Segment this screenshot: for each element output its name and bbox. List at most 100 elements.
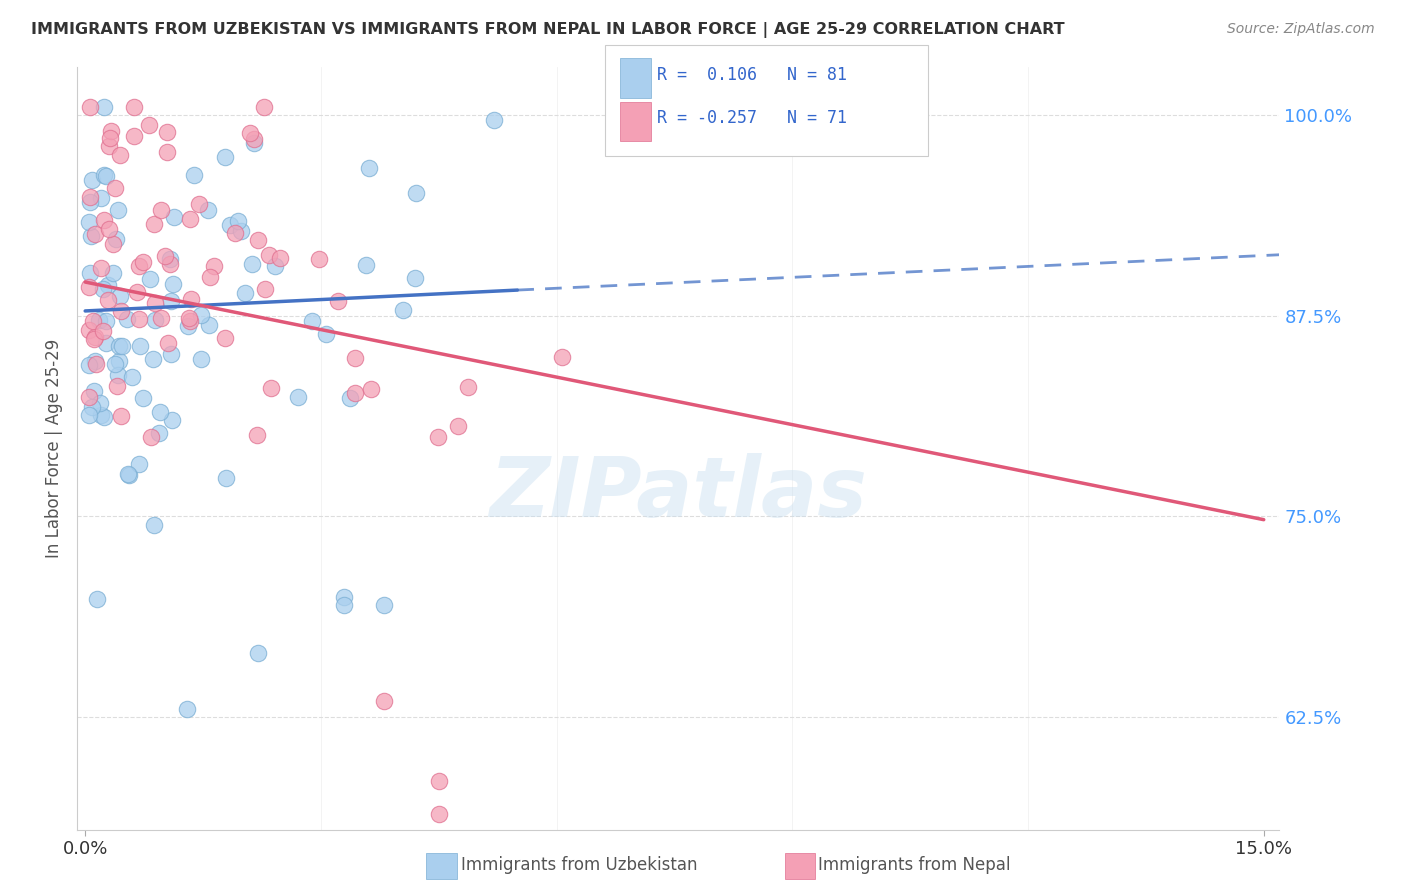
Point xyxy=(405,186,427,201)
Point xyxy=(176,702,198,716)
Point xyxy=(105,232,128,246)
Point xyxy=(80,229,103,244)
Y-axis label: In Labor Force | Age 25-29: In Labor Force | Age 25-29 xyxy=(45,339,63,558)
Point xyxy=(83,333,105,347)
Point xyxy=(86,592,108,607)
Point xyxy=(91,324,114,338)
Point xyxy=(427,774,450,789)
Point xyxy=(110,289,132,303)
Point xyxy=(93,212,115,227)
Point xyxy=(159,257,181,271)
Point xyxy=(128,457,150,471)
Point xyxy=(94,313,117,327)
Point xyxy=(357,161,380,175)
Point xyxy=(125,285,148,300)
Point xyxy=(308,252,330,266)
Point xyxy=(162,277,184,292)
Point xyxy=(111,338,134,352)
Point xyxy=(354,258,377,272)
Point xyxy=(315,327,337,342)
Point xyxy=(80,173,103,187)
Point xyxy=(97,278,120,293)
Point xyxy=(202,260,225,274)
Point xyxy=(149,404,172,418)
Point xyxy=(143,518,166,533)
Point xyxy=(104,181,127,195)
Point xyxy=(482,113,505,128)
Point xyxy=(115,311,138,326)
Point xyxy=(108,353,131,368)
Point xyxy=(108,339,131,353)
Point xyxy=(83,384,105,399)
Point xyxy=(84,330,107,344)
Point xyxy=(392,303,415,318)
Point xyxy=(77,358,100,372)
Point xyxy=(141,430,163,444)
Point xyxy=(79,100,101,114)
Point xyxy=(82,400,104,414)
Point xyxy=(179,211,201,226)
Point xyxy=(143,295,166,310)
Point xyxy=(128,339,150,353)
Point xyxy=(197,202,219,217)
Point xyxy=(269,252,291,266)
Point xyxy=(121,370,143,384)
Point xyxy=(94,169,117,183)
Point xyxy=(153,249,176,263)
Point xyxy=(233,285,256,300)
Point xyxy=(122,128,145,143)
Point xyxy=(344,385,367,400)
Point xyxy=(97,222,120,236)
Point xyxy=(104,357,127,371)
Point xyxy=(107,368,129,382)
Point xyxy=(138,271,160,285)
Point xyxy=(360,382,382,396)
Point xyxy=(427,806,450,821)
Point xyxy=(257,248,280,262)
Text: Immigrants from Uzbekistan: Immigrants from Uzbekistan xyxy=(461,856,697,874)
Point xyxy=(326,293,349,308)
Point xyxy=(176,319,198,334)
Point xyxy=(77,391,100,405)
Point xyxy=(128,259,150,273)
Point xyxy=(253,282,276,296)
Point xyxy=(247,233,270,247)
Point xyxy=(105,379,128,393)
Point xyxy=(98,130,121,145)
Point xyxy=(333,598,356,612)
Point xyxy=(138,118,160,132)
Point xyxy=(142,351,165,366)
Point xyxy=(110,148,132,162)
Point xyxy=(90,260,112,275)
Point xyxy=(160,347,183,361)
Point xyxy=(110,409,132,423)
Point xyxy=(190,308,212,322)
Point xyxy=(96,336,118,351)
Point xyxy=(79,195,101,210)
Point xyxy=(242,132,264,146)
Point xyxy=(89,313,111,327)
Point xyxy=(93,410,115,425)
Point xyxy=(90,191,112,205)
Point xyxy=(224,227,246,241)
Text: R =  0.106   N = 81: R = 0.106 N = 81 xyxy=(657,66,846,85)
Point xyxy=(226,214,249,228)
Point xyxy=(214,150,236,164)
Point xyxy=(107,203,129,218)
Point xyxy=(93,100,115,114)
Text: R = -0.257   N = 71: R = -0.257 N = 71 xyxy=(657,110,846,128)
Point xyxy=(447,419,470,434)
Point xyxy=(128,311,150,326)
Point xyxy=(247,646,270,660)
Point xyxy=(404,271,426,285)
Point xyxy=(150,203,173,218)
Point xyxy=(339,391,361,405)
Point xyxy=(103,266,125,280)
Point xyxy=(110,304,132,318)
Point xyxy=(101,236,124,251)
Point xyxy=(89,395,111,409)
Point xyxy=(160,293,183,308)
Point xyxy=(287,390,309,404)
Point xyxy=(118,467,141,482)
Point xyxy=(97,293,120,307)
